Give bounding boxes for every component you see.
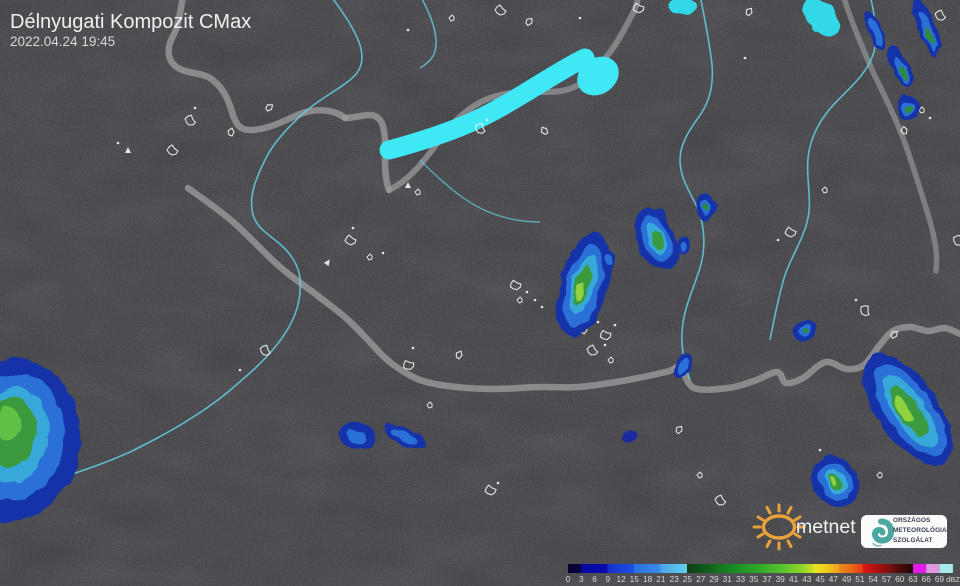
- svg-text:47: 47: [829, 574, 839, 584]
- svg-text:37: 37: [762, 574, 772, 584]
- svg-text:27: 27: [696, 574, 706, 584]
- svg-text:54: 54: [869, 574, 879, 584]
- svg-text:12: 12: [616, 574, 626, 584]
- svg-text:23: 23: [670, 574, 680, 584]
- svg-text:51: 51: [855, 574, 865, 584]
- svg-text:66: 66: [922, 574, 932, 584]
- svg-text:ORSZÁGOS: ORSZÁGOS: [893, 515, 931, 524]
- svg-text:metnet: metnet: [796, 516, 856, 538]
- svg-text:41: 41: [789, 574, 799, 584]
- svg-text:6: 6: [592, 574, 597, 584]
- svg-text:21: 21: [656, 574, 666, 584]
- svg-text:45: 45: [815, 574, 825, 584]
- svg-text:57: 57: [882, 574, 892, 584]
- svg-text:39: 39: [776, 574, 786, 584]
- svg-text:63: 63: [908, 574, 918, 584]
- svg-text:15: 15: [630, 574, 640, 584]
- svg-text:SZOLGÁLAT: SZOLGÁLAT: [893, 535, 932, 544]
- svg-text:43: 43: [802, 574, 812, 584]
- svg-text:3: 3: [579, 574, 584, 584]
- svg-text:Délnyugati Kompozit CMax: Délnyugati Kompozit CMax: [10, 11, 251, 33]
- svg-text:2022.04.24 19:45: 2022.04.24 19:45: [10, 34, 115, 49]
- svg-text:25: 25: [683, 574, 693, 584]
- svg-text:49: 49: [842, 574, 852, 584]
- svg-text:18: 18: [643, 574, 653, 584]
- svg-text:35: 35: [749, 574, 759, 584]
- svg-text:29: 29: [709, 574, 719, 584]
- svg-text:60: 60: [895, 574, 905, 584]
- svg-text:9: 9: [605, 574, 610, 584]
- svg-text:31: 31: [723, 574, 733, 584]
- svg-text:dBZ: dBZ: [946, 575, 960, 584]
- svg-text:METEOROLÓGIAI: METEOROLÓGIAI: [893, 525, 949, 534]
- svg-text:0: 0: [566, 574, 571, 584]
- svg-text:69: 69: [935, 574, 945, 584]
- svg-text:33: 33: [736, 574, 746, 584]
